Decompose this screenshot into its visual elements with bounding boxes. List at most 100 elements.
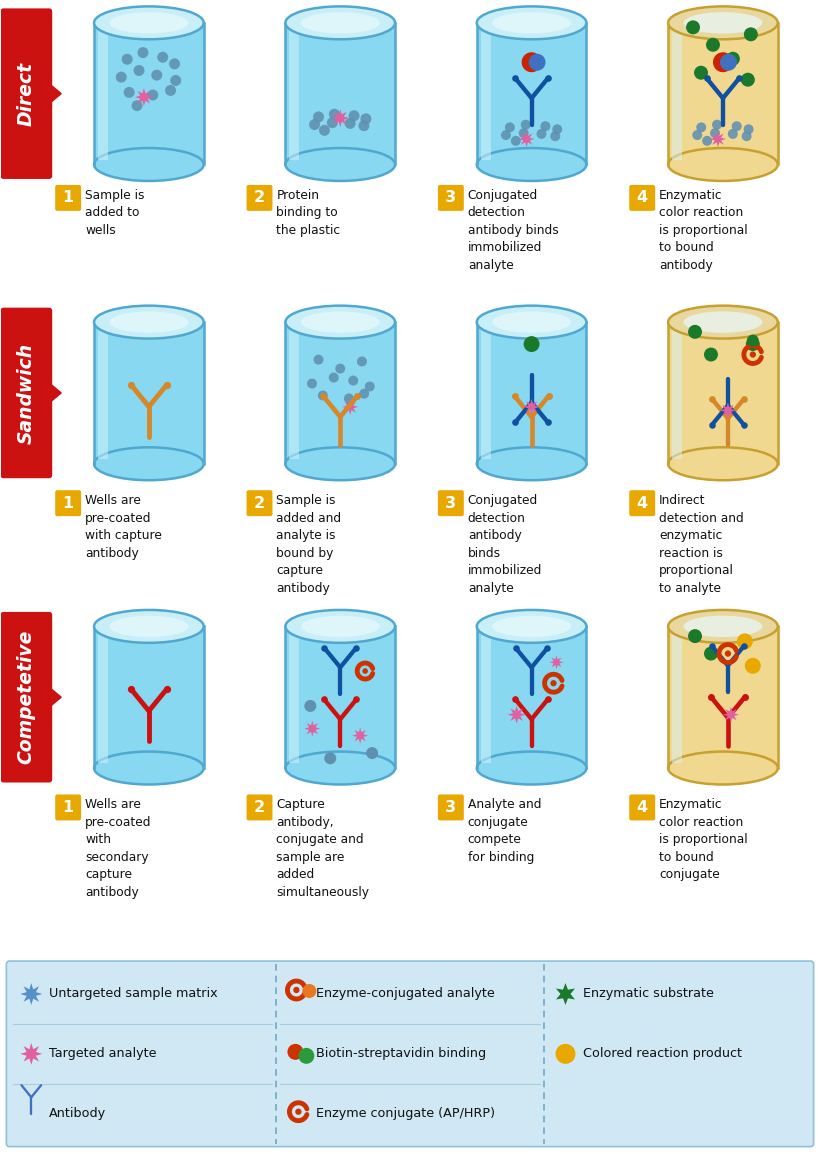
Text: Indirect
detection and
enzymatic
reaction is
proportional
to analyte: Indirect detection and enzymatic reactio… <box>658 494 743 594</box>
Circle shape <box>725 52 739 66</box>
FancyBboxPatch shape <box>437 185 464 211</box>
FancyBboxPatch shape <box>55 490 81 516</box>
Circle shape <box>711 120 721 129</box>
Bar <box>480 631 490 763</box>
Circle shape <box>749 352 755 358</box>
Ellipse shape <box>285 306 395 338</box>
Text: Enzymatic substrate: Enzymatic substrate <box>582 988 713 1001</box>
Ellipse shape <box>301 13 379 33</box>
Circle shape <box>356 357 366 367</box>
Circle shape <box>510 136 520 145</box>
Text: Antibody: Antibody <box>49 1107 106 1121</box>
Circle shape <box>743 125 753 134</box>
Polygon shape <box>722 706 738 722</box>
Circle shape <box>165 85 176 96</box>
Bar <box>480 327 490 459</box>
Text: 2: 2 <box>254 190 265 205</box>
Text: Analyte and
conjugate
compete
for binding: Analyte and conjugate compete for bindin… <box>467 799 541 864</box>
Circle shape <box>731 121 741 132</box>
Text: Competetive: Competetive <box>16 630 36 764</box>
Ellipse shape <box>667 610 776 643</box>
Ellipse shape <box>476 148 586 181</box>
Bar <box>672 327 681 459</box>
Circle shape <box>523 336 539 352</box>
Bar <box>98 28 108 159</box>
Ellipse shape <box>285 7 395 39</box>
Ellipse shape <box>94 610 203 643</box>
Text: Enzyme-conjugated analyte: Enzyme-conjugated analyte <box>316 988 495 1001</box>
Circle shape <box>131 100 143 111</box>
Ellipse shape <box>667 751 776 785</box>
Bar <box>476 322 586 464</box>
Circle shape <box>309 119 319 130</box>
Circle shape <box>324 752 336 764</box>
Circle shape <box>687 325 701 339</box>
Ellipse shape <box>301 312 379 332</box>
Circle shape <box>540 121 550 132</box>
Ellipse shape <box>285 751 395 785</box>
Circle shape <box>313 354 324 365</box>
Circle shape <box>727 129 737 138</box>
Ellipse shape <box>491 13 570 33</box>
Text: 3: 3 <box>445 190 456 205</box>
Ellipse shape <box>667 148 776 181</box>
Text: Direct: Direct <box>16 61 36 126</box>
Bar <box>98 327 108 459</box>
FancyBboxPatch shape <box>437 794 464 820</box>
Polygon shape <box>331 110 349 127</box>
Polygon shape <box>342 399 358 415</box>
Circle shape <box>687 629 701 643</box>
Circle shape <box>691 130 701 140</box>
Circle shape <box>686 21 699 35</box>
Ellipse shape <box>491 312 570 332</box>
Polygon shape <box>135 88 152 106</box>
Circle shape <box>293 987 299 994</box>
Ellipse shape <box>301 616 379 637</box>
Circle shape <box>348 375 358 385</box>
Circle shape <box>693 66 707 80</box>
Circle shape <box>366 747 378 759</box>
Bar <box>667 23 776 165</box>
Circle shape <box>147 90 158 100</box>
Text: Enzymatic
color reaction
is proportional
to bound
conjugate: Enzymatic color reaction is proportional… <box>658 799 747 882</box>
Polygon shape <box>49 84 61 104</box>
Polygon shape <box>304 720 320 736</box>
Bar <box>476 627 586 769</box>
Circle shape <box>704 347 717 361</box>
Circle shape <box>500 130 510 140</box>
Polygon shape <box>709 132 725 147</box>
Bar <box>285 322 395 464</box>
Circle shape <box>518 128 528 138</box>
Text: Wells are
pre-coated
with capture
antibody: Wells are pre-coated with capture antibo… <box>85 494 162 560</box>
Circle shape <box>328 108 339 120</box>
Text: Biotin-streptavidin binding: Biotin-streptavidin binding <box>316 1048 486 1061</box>
Circle shape <box>327 118 337 128</box>
Bar <box>672 631 681 763</box>
Circle shape <box>701 136 711 145</box>
Circle shape <box>152 69 162 81</box>
Polygon shape <box>49 383 61 403</box>
Circle shape <box>295 1109 301 1115</box>
Polygon shape <box>523 399 539 415</box>
Text: Conjugated
detection
antibody
binds
immobilized
analyte: Conjugated detection antibody binds immo… <box>467 494 541 594</box>
Ellipse shape <box>667 7 776 39</box>
Ellipse shape <box>109 616 188 637</box>
Circle shape <box>746 335 758 346</box>
Ellipse shape <box>476 751 586 785</box>
Circle shape <box>745 337 759 351</box>
Circle shape <box>170 75 181 85</box>
Circle shape <box>551 125 562 134</box>
Circle shape <box>287 1044 303 1059</box>
Ellipse shape <box>476 7 586 39</box>
Ellipse shape <box>476 448 586 480</box>
Circle shape <box>743 28 757 42</box>
Polygon shape <box>352 728 368 743</box>
Circle shape <box>719 54 736 70</box>
FancyBboxPatch shape <box>55 185 81 211</box>
Ellipse shape <box>94 751 203 785</box>
Circle shape <box>304 700 316 712</box>
Text: 1: 1 <box>62 496 74 511</box>
Text: Sample is
added and
analyte is
bound by
capture
antibody: Sample is added and analyte is bound by … <box>276 494 342 594</box>
Circle shape <box>319 125 329 136</box>
Circle shape <box>709 128 719 138</box>
